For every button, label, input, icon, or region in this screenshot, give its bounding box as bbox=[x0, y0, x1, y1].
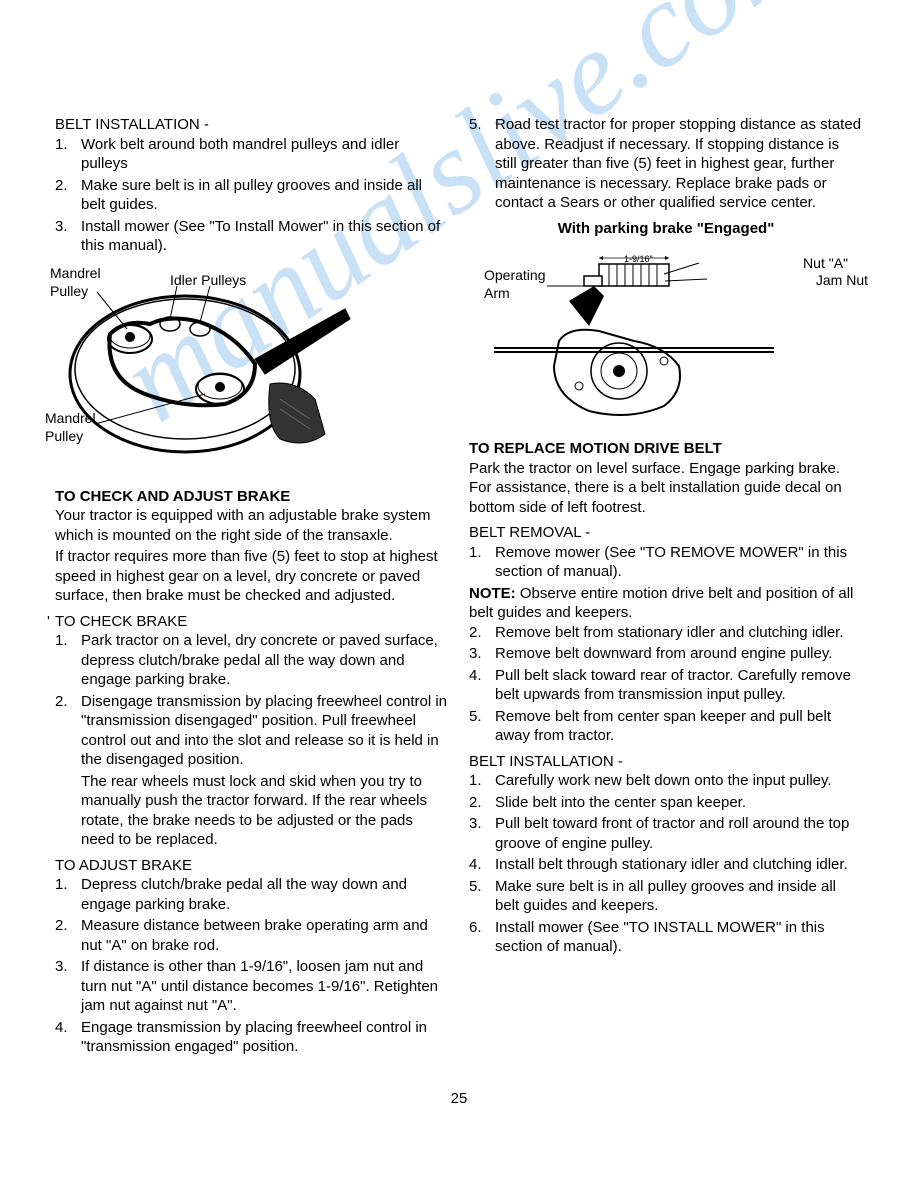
svg-text:1-9/16": 1-9/16" bbox=[624, 254, 653, 264]
mower-deck-diagram: Mandrel Pulley Idler Pulleys Mandrel Pul… bbox=[55, 264, 449, 479]
list-item: 4.Install belt through stationary idler … bbox=[469, 855, 863, 875]
stray-mark: ' bbox=[47, 612, 50, 632]
label-mandrel-pulley-top: Mandrel Pulley bbox=[50, 264, 101, 300]
item-text: Disengage transmission by placing freewh… bbox=[81, 693, 447, 769]
list-item: 1.Work belt around both mandrel pulleys … bbox=[55, 135, 449, 174]
item-text: Remove mower (See "TO REMOVE MOWER" in t… bbox=[495, 544, 847, 581]
list-item: 1.Park tractor on a level, dry concrete … bbox=[55, 631, 449, 690]
check-adjust-brake-title: TO CHECK AND ADJUST BRAKE bbox=[55, 487, 449, 507]
brake-diagram-caption: With parking brake "Engaged" bbox=[469, 219, 863, 239]
adjust-brake-title: TO ADJUST BRAKE bbox=[55, 856, 449, 876]
item-text: Install belt through stationary idler an… bbox=[495, 856, 848, 873]
brake-diagram: Nut "A" Jam Nut Operating Arm 1-9/16" bbox=[469, 246, 863, 431]
item-text: Make sure belt is in all pulley grooves … bbox=[495, 878, 836, 915]
item-text: Remove belt from stationary idler and cl… bbox=[495, 624, 844, 641]
replace-motion-belt-title: TO REPLACE MOTION DRIVE BELT bbox=[469, 439, 863, 459]
check-brake-list: 1.Park tractor on a level, dry concrete … bbox=[55, 631, 449, 770]
mower-deck-svg bbox=[55, 264, 365, 479]
check-adjust-para2: If tractor requires more than five (5) f… bbox=[55, 547, 449, 606]
list-item: 4.Pull belt slack toward rear of tractor… bbox=[469, 666, 863, 705]
item-text: Install mower (See "To Install Mower" in… bbox=[81, 218, 440, 255]
item-text: Carefully work new belt down onto the in… bbox=[495, 772, 832, 789]
list-item: 2.Measure distance between brake operati… bbox=[55, 916, 449, 955]
list-item: 2.Make sure belt is in all pulley groove… bbox=[55, 176, 449, 215]
list-item: 3.Pull belt toward front of tractor and … bbox=[469, 814, 863, 853]
item-text: Install mower (See "TO INSTALL MOWER" in… bbox=[495, 919, 825, 956]
item-text: Depress clutch/brake pedal all the way d… bbox=[81, 876, 407, 913]
check-adjust-para1: Your tractor is equipped with an adjusta… bbox=[55, 506, 449, 545]
note-text: Observe entire motion drive belt and pos… bbox=[469, 585, 853, 622]
list-item: 2.Disengage transmission by placing free… bbox=[55, 692, 449, 770]
content-columns: BELT INSTALLATION - 1.Work belt around b… bbox=[55, 115, 863, 1059]
list-item: 2.Remove belt from stationary idler and … bbox=[469, 623, 863, 643]
item-text: Road test tractor for proper stopping di… bbox=[495, 116, 861, 211]
label-mandrel-pulley-bottom: Mandrel Pulley bbox=[45, 409, 96, 445]
list-item: 5.Road test tractor for proper stopping … bbox=[469, 115, 863, 213]
check-brake-followup: The rear wheels must lock and skid when … bbox=[55, 772, 449, 850]
belt-install-title: BELT INSTALLATION - bbox=[55, 115, 449, 135]
item-text: Park tractor on a level, dry concrete or… bbox=[81, 632, 438, 688]
note-label: NOTE: bbox=[469, 585, 516, 602]
item-text: If distance is other than 1-9/16", loose… bbox=[81, 958, 438, 1014]
list-item: 3.If distance is other than 1-9/16", loo… bbox=[55, 957, 449, 1016]
belt-removal-title: BELT REMOVAL - bbox=[469, 523, 863, 543]
replace-motion-belt-para: Park the tractor on level surface. Engag… bbox=[469, 459, 863, 518]
belt-install2-list: 1.Carefully work new belt down onto the … bbox=[469, 771, 863, 957]
item-text: Slide belt into the center span keeper. bbox=[495, 794, 746, 811]
belt-install-list: 1.Work belt around both mandrel pulleys … bbox=[55, 135, 449, 256]
item-text: Work belt around both mandrel pulleys an… bbox=[81, 136, 399, 173]
continued-list: 5.Road test tractor for proper stopping … bbox=[469, 115, 863, 213]
list-item: 1.Remove mower (See "TO REMOVE MOWER" in… bbox=[469, 543, 863, 582]
item-text: Pull belt slack toward rear of tractor. … bbox=[495, 667, 851, 704]
list-item: 3.Remove belt downward from around engin… bbox=[469, 644, 863, 664]
item-text: Make sure belt is in all pulley grooves … bbox=[81, 177, 422, 214]
label-operating-arm: Operating Arm bbox=[484, 266, 545, 302]
label-nut-a: Nut "A" bbox=[803, 254, 848, 272]
list-item: 6.Install mower (See "TO INSTALL MOWER" … bbox=[469, 918, 863, 957]
list-item: 5.Make sure belt is in all pulley groove… bbox=[469, 877, 863, 916]
label-idler-pulleys: Idler Pulleys bbox=[170, 271, 246, 289]
list-item: 4.Engage transmission by placing freewhe… bbox=[55, 1018, 449, 1057]
item-text: Remove belt downward from around engine … bbox=[495, 645, 832, 662]
list-item: 5.Remove belt from center span keeper an… bbox=[469, 707, 863, 746]
page-number: 25 bbox=[55, 1089, 863, 1109]
right-column: 5.Road test tractor for proper stopping … bbox=[469, 115, 863, 1059]
item-text: Engage transmission by placing freewheel… bbox=[81, 1019, 427, 1056]
belt-removal-list1: 1.Remove mower (See "TO REMOVE MOWER" in… bbox=[469, 543, 863, 582]
left-column: BELT INSTALLATION - 1.Work belt around b… bbox=[55, 115, 449, 1059]
check-brake-title: TO CHECK BRAKE bbox=[55, 612, 449, 632]
belt-install2-title: BELT INSTALLATION - bbox=[469, 752, 863, 772]
list-item: 1.Depress clutch/brake pedal all the way… bbox=[55, 875, 449, 914]
list-item: 3.Install mower (See "To Install Mower" … bbox=[55, 217, 449, 256]
belt-removal-note: NOTE: Observe entire motion drive belt a… bbox=[469, 584, 863, 623]
item-text: Pull belt toward front of tractor and ro… bbox=[495, 815, 849, 852]
list-item: 2.Slide belt into the center span keeper… bbox=[469, 793, 863, 813]
belt-removal-list2: 2.Remove belt from stationary idler and … bbox=[469, 623, 863, 746]
adjust-brake-list: 1.Depress clutch/brake pedal all the way… bbox=[55, 875, 449, 1057]
label-jam-nut: Jam Nut bbox=[816, 271, 868, 289]
list-item: 1.Carefully work new belt down onto the … bbox=[469, 771, 863, 791]
item-text: Measure distance between brake operating… bbox=[81, 917, 428, 954]
item-text: Remove belt from center span keeper and … bbox=[495, 708, 831, 745]
